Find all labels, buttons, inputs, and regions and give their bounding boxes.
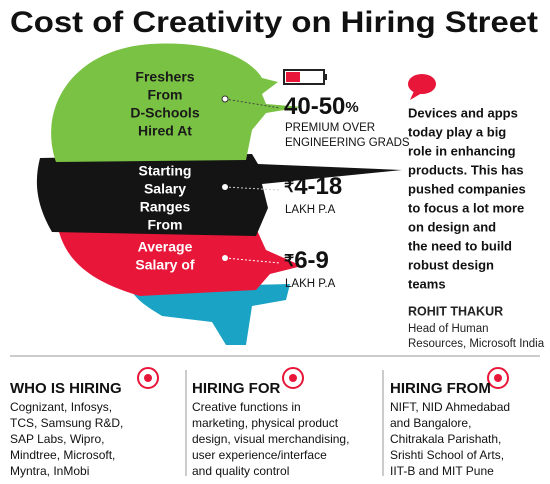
stat-unit: %: [345, 99, 358, 116]
quote-line: on design and: [408, 219, 496, 234]
section-icon: [137, 367, 159, 389]
stat-value: ₹6-9: [284, 247, 329, 274]
quote-line: pushed companies: [408, 181, 526, 196]
stat-prefix: ₹: [284, 179, 294, 196]
stat-label: Ranges: [140, 199, 191, 215]
section-icon: [494, 374, 502, 382]
quote-line: today play a big: [408, 124, 506, 139]
section-line: and Bangalore,: [390, 416, 471, 430]
quote-line: to focus a lot more: [408, 200, 524, 215]
stat-note: PREMIUM OVER: [285, 122, 375, 134]
head-illustration: [36, 43, 403, 345]
section-icon: [144, 374, 152, 382]
section-line: Cognizant, Infosys,: [10, 400, 112, 414]
title: Cost of Creativity on Hiring Street: [10, 6, 538, 39]
stat-note: LAKH P.A: [285, 278, 336, 290]
stat-number: 40-50: [284, 93, 345, 120]
section-line: user experience/interface: [192, 448, 327, 462]
quote-line: role in enhancing: [408, 143, 516, 158]
quote-line: the need to build: [408, 238, 512, 253]
stat-number: 6-9: [294, 247, 329, 274]
section-line: TCS, Samsung R&D,: [10, 416, 123, 430]
stat-label: Starting: [139, 163, 192, 179]
quote-line: teams: [408, 276, 446, 291]
stat-label: D-Schools: [130, 105, 199, 121]
section-line: design, visual merchandising,: [192, 432, 349, 446]
stat-label: Salary of: [135, 257, 194, 273]
section-line: Myntra, InMobi: [10, 464, 89, 478]
section-icon: [487, 367, 509, 389]
stat-label: From: [148, 87, 183, 103]
stat-label: From: [148, 217, 183, 233]
stat-label: Salary: [144, 181, 186, 197]
stat-note: LAKH P.A: [285, 204, 336, 216]
stat-prefix: ₹: [284, 253, 294, 270]
stat-number: 4-18: [294, 173, 342, 200]
quote-line: robust design: [408, 257, 494, 272]
quote-icon: [408, 74, 436, 100]
quote-line: products. This has: [408, 162, 524, 177]
section-line: Chitrakala Parishath,: [390, 432, 501, 446]
quote-author: ROHIT THAKUR: [408, 304, 503, 318]
section-line: and quality control: [192, 464, 289, 478]
section-title: HIRING FROM: [390, 380, 491, 397]
stat-value: 40-50%: [284, 93, 359, 120]
stat-label: Freshers: [135, 69, 194, 85]
quote-role: Head of Human: [408, 323, 489, 335]
stat-value: ₹4-18: [284, 173, 342, 200]
section-line: NIFT, NID Ahmedabad: [390, 400, 510, 414]
section-icon: [289, 374, 297, 382]
stat-label: Average: [138, 239, 193, 255]
section-title: WHO IS HIRING: [10, 380, 122, 397]
section-line: Mindtree, Microsoft,: [10, 448, 115, 462]
section-title: HIRING FOR: [192, 380, 280, 397]
section-line: SAP Labs, Wipro,: [10, 432, 105, 446]
quote-line: Devices and apps: [408, 105, 518, 120]
quote-role: Resources, Microsoft India: [408, 338, 545, 350]
section-line: IIT-B and MIT Pune: [390, 464, 494, 478]
stat-note: ENGINEERING GRADS: [285, 137, 410, 149]
section-icon: [282, 367, 304, 389]
stat-label: Hired At: [138, 123, 192, 139]
section-line: marketing, physical product: [192, 416, 339, 430]
section-line: Creative functions in: [192, 400, 301, 414]
section-line: Srishti School of Arts,: [390, 448, 504, 462]
